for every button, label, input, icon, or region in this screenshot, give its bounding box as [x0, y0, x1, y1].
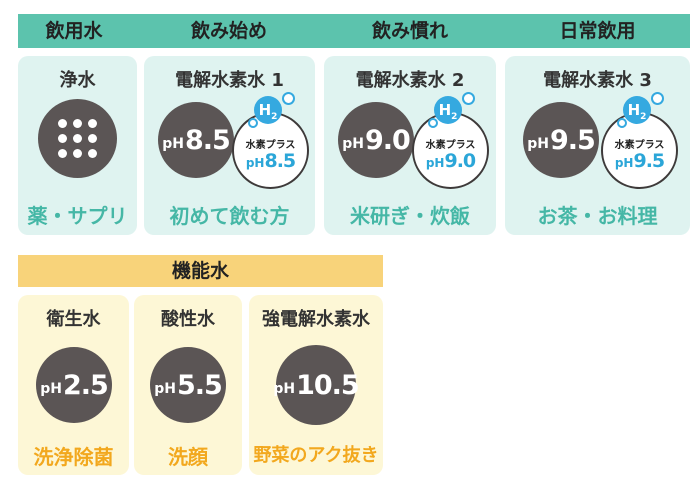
hydrogen-plus-ph: pH9.0	[425, 150, 476, 172]
bubble-icon	[651, 92, 664, 105]
category-label-beginner: 飲み始め	[190, 20, 267, 42]
card-use-label: 洗浄除菌	[33, 445, 114, 469]
ph-value: 9.0	[364, 124, 411, 156]
card-use-label: 薬・サプリ	[27, 204, 128, 228]
card-electrolyzed-3[interactable]: 電解水素水 3 pH 9.5 水素プラス pH9.5 H2 お茶・お料理	[505, 56, 690, 235]
category-label-daily: 日常飲用	[559, 20, 636, 42]
card-electrolyzed-1[interactable]: 電解水素水 1 pH 8.5 水素プラス pH8.5 H2 初めて飲む方	[144, 56, 315, 235]
card-title: 強電解水素水	[262, 309, 370, 330]
hydrogen-plus-circle: 水素プラス pH9.0	[412, 112, 489, 189]
filter-dots-icon	[38, 99, 117, 178]
bubble-icon	[282, 92, 295, 105]
hydrogen-h2-icon: H2	[434, 96, 462, 124]
category-label-drinking: 飲用水	[45, 20, 103, 42]
hydrogen-plus-label: 水素プラス	[425, 140, 476, 151]
ph-circle: pH 5.5	[150, 347, 226, 423]
card-title: 電解水素水 3	[543, 70, 652, 91]
card-purified-water[interactable]: 浄水 薬・サプリ	[18, 56, 137, 235]
ph-circle: pH 9.0	[338, 102, 414, 178]
ph-value: 8.5	[184, 124, 231, 156]
card-use-label: 野菜のアク抜き	[253, 445, 379, 466]
hydrogen-plus-circle: 水素プラス pH8.5	[232, 112, 309, 189]
category-header-bar	[18, 14, 690, 48]
ph-value: 10.5	[296, 369, 360, 401]
hydrogen-plus-ph: pH9.5	[614, 150, 665, 172]
card-acidic-water[interactable]: 酸性水 pH 5.5 洗顔	[134, 295, 242, 475]
card-title: 酸性水	[161, 309, 215, 330]
card-strong-electrolyzed-water[interactable]: 強電解水素水 pH 10.5 野菜のアク抜き	[249, 295, 383, 475]
ph-prefix: pH	[154, 381, 176, 397]
card-use-label: 米研ぎ・炊飯	[350, 204, 470, 228]
ph-circle: pH 8.5	[158, 102, 234, 178]
card-electrolyzed-2[interactable]: 電解水素水 2 pH 9.0 水素プラス pH9.0 H2 米研ぎ・炊飯	[324, 56, 496, 235]
ph-circle: pH 9.5	[523, 102, 599, 178]
hydrogen-plus-circle: 水素プラス pH9.5	[601, 112, 678, 189]
card-title: 浄水	[59, 70, 96, 91]
functional-water-title: 機能水	[171, 260, 229, 282]
ph-prefix: pH	[273, 381, 296, 397]
ph-value: 9.5	[549, 124, 596, 156]
ph-circle: pH 10.5	[273, 345, 360, 425]
functional-water-header-bar	[18, 255, 383, 287]
bubble-icon	[248, 118, 258, 128]
card-title: 衛生水	[46, 309, 101, 330]
ph-prefix: pH	[342, 136, 364, 152]
ph-circle: pH 2.5	[36, 347, 112, 423]
card-hygiene-water[interactable]: 衛生水 pH 2.5 洗浄除菌	[18, 295, 129, 475]
ph-value: 2.5	[62, 369, 109, 401]
hydrogen-plus-label: 水素プラス	[614, 140, 665, 151]
hydrogen-plus-ph: pH8.5	[245, 150, 296, 172]
ph-prefix: pH	[40, 381, 62, 397]
bubble-icon	[428, 118, 438, 128]
card-title: 電解水素水 1	[175, 70, 284, 91]
bubble-icon	[617, 118, 627, 128]
ph-prefix: pH	[527, 136, 549, 152]
card-use-label: 洗顔	[168, 445, 208, 469]
hydrogen-plus-label: 水素プラス	[245, 140, 296, 151]
category-label-accustomed: 飲み慣れ	[371, 20, 448, 42]
card-use-label: 初めて飲む方	[169, 204, 290, 228]
bubble-icon	[462, 92, 475, 105]
ph-value: 5.5	[176, 369, 223, 401]
hydrogen-h2-icon: H2	[623, 96, 651, 124]
card-use-label: お茶・お料理	[537, 204, 658, 228]
card-title: 電解水素水 2	[355, 70, 465, 91]
ph-prefix: pH	[162, 136, 184, 152]
hydrogen-h2-icon: H2	[254, 96, 282, 124]
